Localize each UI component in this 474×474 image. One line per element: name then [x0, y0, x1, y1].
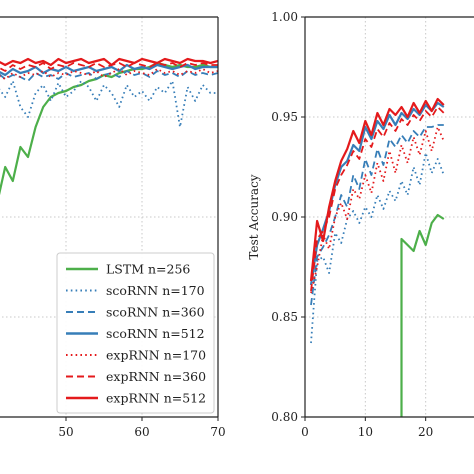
y-tick-label: 1.00 — [271, 10, 298, 24]
left-panel: 50 60 70 — [0, 16, 226, 439]
series-line-scornn-n-512 — [0, 63, 218, 77]
series-line-exprnn-n-170 — [0, 68, 218, 80]
series-line-lstm-n-256 — [0, 61, 218, 196]
legend: LSTM n=256 scoRNN n=170 scoRNN n=360 scoRNN… — [56, 252, 215, 414]
series-line-scornn-n-170 — [0, 80, 218, 128]
grid-1 — [304, 17, 474, 417]
frame-1: 0 10 20 0.80 0.85 0.90 0.95 1.00 Test Accuracy — [247, 10, 474, 439]
series-line-exprnn-n-360 — [310, 106, 445, 292]
y-tick-label: 0.80 — [271, 410, 298, 424]
right-panel: 0 10 20 0.80 0.85 0.90 0.95 1.00 Test Accuracy — [247, 10, 474, 439]
frame-0: 50 60 70 — [0, 16, 226, 439]
legend-label: scoRNN n=512 — [106, 326, 205, 341]
series-line-lstm-n-256 — [400, 213, 445, 417]
series-line-exprnn-n-512 — [309, 97, 445, 282]
legend-label: LSTM n=256 — [106, 262, 190, 277]
x-tick-label: 10 — [358, 425, 373, 439]
legend-label: expRNN n=360 — [106, 369, 206, 384]
series-group-0 — [0, 57, 218, 196]
x-tick-label: 20 — [418, 425, 433, 439]
series-line-exprnn-n-512 — [0, 57, 218, 67]
series-line-scornn-n-170 — [310, 152, 445, 344]
legend-label: expRNN n=170 — [106, 348, 206, 363]
y-tick-label: 0.90 — [271, 210, 298, 224]
x-tick-label: 50 — [58, 425, 73, 439]
x-tick-label: 70 — [210, 425, 225, 439]
y-tick-label: 0.95 — [271, 110, 298, 124]
series-group-1 — [309, 97, 445, 417]
y-axis-label: Test Accuracy — [247, 174, 261, 259]
series-line-exprnn-n-360 — [0, 62, 218, 72]
legend-label: scoRNN n=360 — [106, 305, 205, 320]
series-line-exprnn-n-170 — [310, 126, 445, 294]
y-tick-label: 0.85 — [271, 310, 298, 324]
legend-box — [56, 252, 215, 414]
legend-label: scoRNN n=170 — [106, 283, 205, 298]
series-line-scornn-n-360 — [310, 124, 444, 306]
x-tick-label: 0 — [301, 425, 309, 439]
x-tick-label: 60 — [134, 425, 149, 439]
legend-label: expRNN n=512 — [106, 391, 206, 406]
